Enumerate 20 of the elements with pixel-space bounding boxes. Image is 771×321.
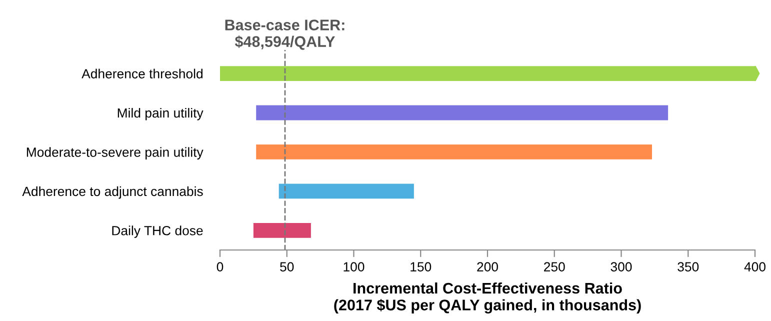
x-tick-label: 200: [477, 262, 498, 272]
x-tick-label: 0: [216, 262, 224, 272]
ref-line-label: Base-case ICER: $48,594/QALY: [225, 20, 344, 50]
x-tick-label: 150: [410, 262, 432, 272]
x-tick-label: 400: [744, 262, 766, 272]
x-tick-label: 50: [280, 262, 294, 272]
bar: [256, 105, 668, 120]
x-axis-title: Incremental Cost-Effectiveness Ratio (2017 $US per QALY gained, in thousands): [334, 282, 641, 314]
bar: [253, 222, 311, 238]
x-tick-label: 300: [610, 262, 632, 272]
bar: [256, 144, 652, 160]
y-tick-label: Mild pain utility: [118, 108, 204, 120]
y-tick-label: Daily THC dose: [112, 226, 203, 238]
x-tick-label: 350: [678, 262, 699, 272]
bar: [278, 184, 414, 199]
y-tick-label: Adherence threshold: [82, 68, 202, 78]
x-tick-label: 250: [544, 262, 565, 272]
y-tick-label: Adherence to adjunct cannabis: [22, 186, 203, 199]
x-tick-label: 100: [344, 262, 364, 272]
y-tick-label: Moderate-to-severe pain utility: [26, 147, 204, 160]
